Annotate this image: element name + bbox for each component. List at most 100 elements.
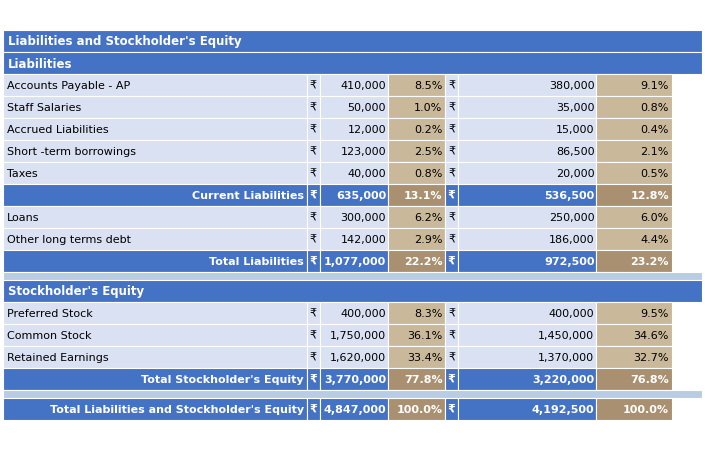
Text: 1,370,000: 1,370,000 — [539, 352, 594, 362]
Bar — [388, 302, 446, 324]
Bar — [458, 163, 596, 184]
Bar — [596, 163, 672, 184]
Text: Short -term borrowings: Short -term borrowings — [7, 147, 136, 156]
Text: 380,000: 380,000 — [548, 81, 594, 91]
Bar — [596, 184, 672, 207]
Text: ₹: ₹ — [448, 374, 455, 384]
Text: 3,220,000: 3,220,000 — [532, 374, 594, 384]
Text: ₹: ₹ — [309, 191, 317, 201]
Text: 6.2%: 6.2% — [414, 212, 443, 222]
Text: 0.4%: 0.4% — [641, 125, 669, 135]
Text: 1,750,000: 1,750,000 — [330, 330, 386, 340]
Bar — [446, 207, 458, 229]
Text: 972,500: 972,500 — [544, 257, 594, 267]
Bar — [446, 184, 458, 207]
Bar — [446, 141, 458, 163]
Bar — [458, 250, 596, 272]
Text: 3,770,000: 3,770,000 — [324, 374, 386, 384]
Bar — [446, 346, 458, 368]
Bar — [3, 53, 702, 75]
Bar — [446, 250, 458, 272]
Bar — [388, 346, 446, 368]
Bar — [3, 398, 307, 420]
Text: ₹: ₹ — [309, 308, 317, 318]
Text: ₹: ₹ — [309, 125, 317, 135]
Bar — [388, 141, 446, 163]
Bar — [307, 75, 319, 97]
Text: 123,000: 123,000 — [341, 147, 386, 156]
Bar — [319, 97, 388, 119]
Bar — [307, 184, 319, 207]
Bar — [3, 250, 307, 272]
Text: ₹: ₹ — [309, 374, 317, 384]
Text: ₹: ₹ — [309, 330, 317, 340]
Bar — [319, 119, 388, 141]
Bar — [458, 302, 596, 324]
Text: 400,000: 400,000 — [341, 308, 386, 318]
Bar — [388, 398, 446, 420]
Text: Accrued Liabilities: Accrued Liabilities — [7, 125, 109, 135]
Bar — [319, 250, 388, 272]
Text: 1,077,000: 1,077,000 — [324, 257, 386, 267]
Text: 35,000: 35,000 — [556, 103, 594, 113]
Text: ₹: ₹ — [309, 235, 317, 244]
Bar — [319, 398, 388, 420]
Bar — [319, 302, 388, 324]
Bar — [319, 368, 388, 390]
Bar — [596, 119, 672, 141]
Text: Staff Salaries: Staff Salaries — [7, 103, 81, 113]
Bar — [596, 368, 672, 390]
Bar — [458, 207, 596, 229]
Text: 100.0%: 100.0% — [623, 404, 669, 414]
Text: ₹: ₹ — [309, 212, 317, 222]
Text: Total Liabilities and Stockholder's Equity: Total Liabilities and Stockholder's Equi… — [50, 404, 304, 414]
Text: 9.1%: 9.1% — [641, 81, 669, 91]
Text: 410,000: 410,000 — [341, 81, 386, 91]
Text: 22.2%: 22.2% — [404, 257, 443, 267]
Bar — [458, 184, 596, 207]
Bar — [388, 163, 446, 184]
Text: 12,000: 12,000 — [348, 125, 386, 135]
Text: Current Liabilities: Current Liabilities — [192, 191, 304, 201]
Bar — [596, 324, 672, 346]
Text: ₹: ₹ — [309, 81, 317, 91]
Text: 34.6%: 34.6% — [634, 330, 669, 340]
Bar — [388, 75, 446, 97]
Text: Common Stock: Common Stock — [7, 330, 92, 340]
Bar — [319, 229, 388, 250]
Bar — [319, 207, 388, 229]
Text: 100.0%: 100.0% — [396, 404, 443, 414]
Bar — [446, 229, 458, 250]
Text: ₹: ₹ — [448, 404, 455, 414]
Text: 77.8%: 77.8% — [404, 374, 443, 384]
Text: Liabilities and Stockholder's Equity: Liabilities and Stockholder's Equity — [8, 36, 242, 48]
Text: ₹: ₹ — [309, 103, 317, 113]
Text: Total Stockholder's Equity: Total Stockholder's Equity — [142, 374, 304, 384]
Bar — [307, 302, 319, 324]
Bar — [446, 324, 458, 346]
Bar — [388, 250, 446, 272]
Text: Liabilities: Liabilities — [8, 57, 73, 70]
Bar — [3, 272, 702, 281]
Text: ₹: ₹ — [448, 330, 455, 340]
Text: ₹: ₹ — [448, 147, 455, 156]
Text: ₹: ₹ — [448, 103, 455, 113]
Text: 15,000: 15,000 — [556, 125, 594, 135]
Bar — [458, 398, 596, 420]
Text: 0.5%: 0.5% — [641, 169, 669, 179]
Text: 20,000: 20,000 — [556, 169, 594, 179]
Text: ₹: ₹ — [448, 212, 455, 222]
Bar — [388, 324, 446, 346]
Text: 9.5%: 9.5% — [641, 308, 669, 318]
Bar — [596, 207, 672, 229]
Text: 250,000: 250,000 — [548, 212, 594, 222]
Bar — [388, 184, 446, 207]
Text: 0.8%: 0.8% — [414, 169, 443, 179]
Bar — [596, 141, 672, 163]
Bar — [596, 346, 672, 368]
Bar — [307, 97, 319, 119]
Text: 33.4%: 33.4% — [407, 352, 443, 362]
Bar — [3, 97, 307, 119]
Bar — [388, 229, 446, 250]
Bar — [3, 346, 307, 368]
